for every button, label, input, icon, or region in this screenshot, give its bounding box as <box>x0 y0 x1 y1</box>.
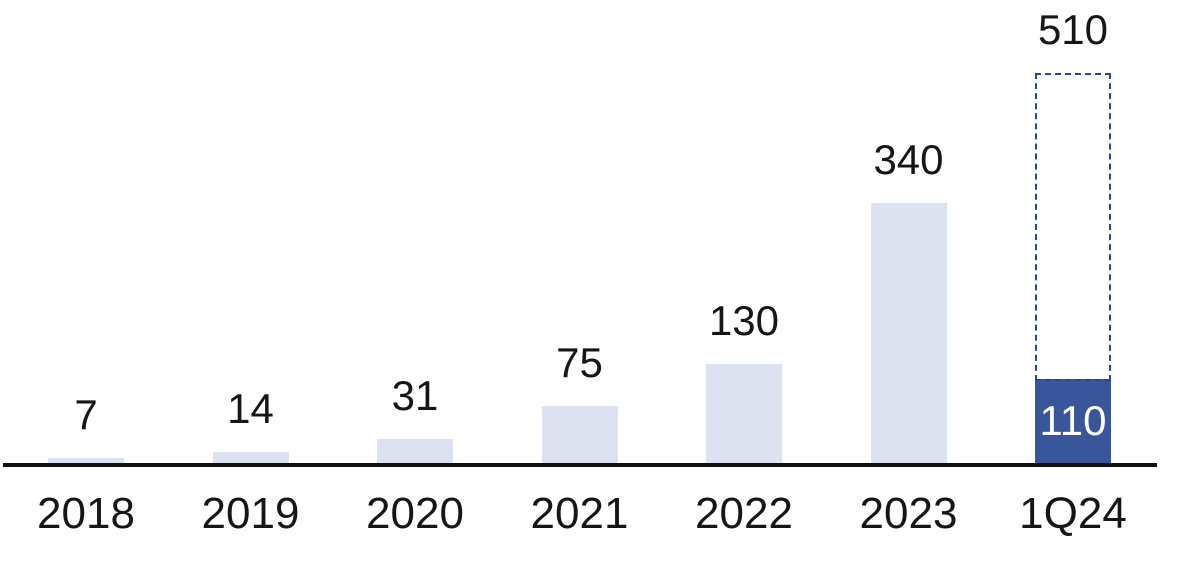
projection-outline-1Q24 <box>1035 73 1111 381</box>
bar-2018 <box>48 458 124 463</box>
bar-value-label: 7 <box>74 391 98 438</box>
bar-1Q24: 110 <box>1035 379 1111 463</box>
bar-2019 <box>212 452 289 463</box>
bar-2020 <box>377 439 453 463</box>
x-axis-label: 2023 <box>859 489 958 538</box>
bar-value-label: 14 <box>227 385 274 432</box>
bar-value-label: 75 <box>556 339 603 386</box>
x-axis-label: 2022 <box>695 489 793 538</box>
x-axis-label: 1Q24 <box>1019 489 1127 538</box>
x-axis-label: 2019 <box>201 489 300 538</box>
bar-value-label-inside: 110 <box>1039 397 1107 444</box>
x-axis-label: 2018 <box>37 489 135 538</box>
x-axis-label: 2021 <box>530 489 629 538</box>
bar-value-label: 31 <box>391 372 439 419</box>
projected-value-label: 510 <box>1037 6 1109 53</box>
x-axis-line <box>3 463 1157 467</box>
bar-2021 <box>541 406 618 463</box>
bar-2023 <box>870 203 947 463</box>
bar-2022 <box>706 364 782 463</box>
bar-value-label: 130 <box>708 297 780 344</box>
x-axis-label: 2020 <box>366 489 464 538</box>
bar-value-label: 340 <box>873 136 944 183</box>
